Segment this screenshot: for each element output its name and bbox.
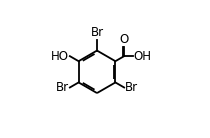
Text: Br: Br (91, 26, 104, 39)
Text: OH: OH (133, 50, 151, 63)
Text: Br: Br (56, 81, 69, 94)
Text: HO: HO (51, 50, 69, 63)
Text: Br: Br (125, 81, 138, 94)
Text: O: O (119, 33, 129, 46)
